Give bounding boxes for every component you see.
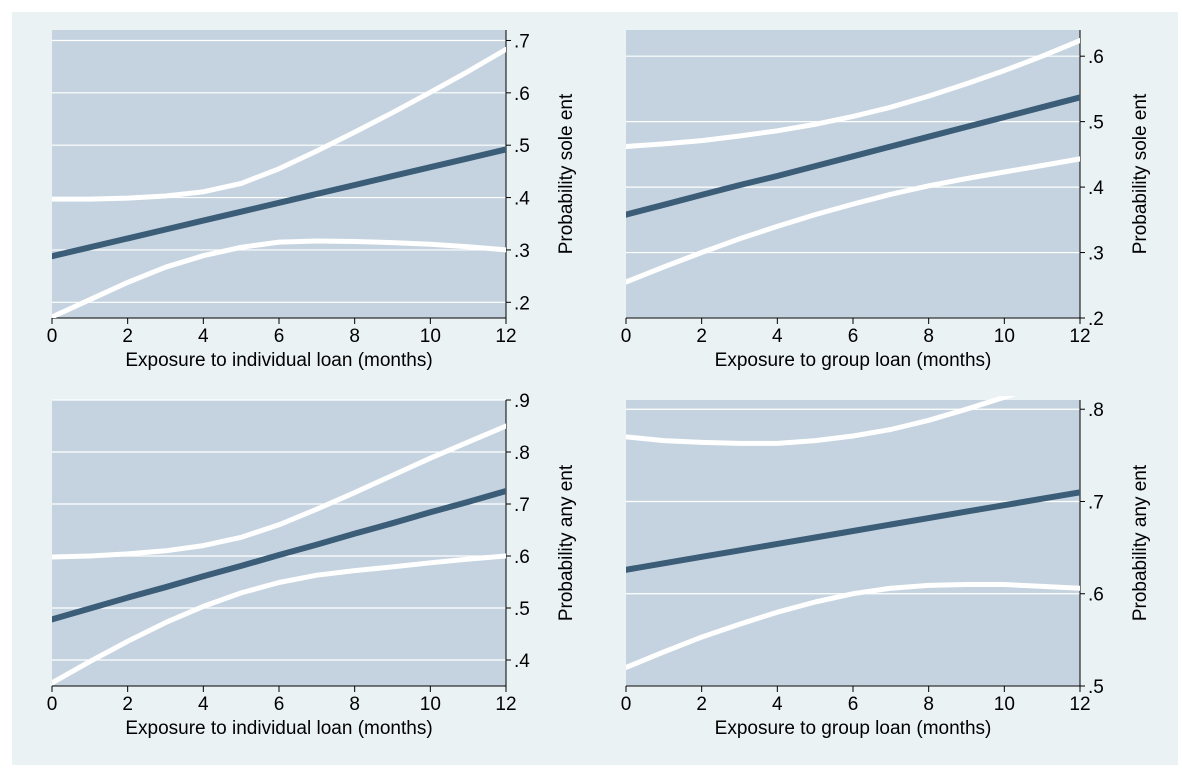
x-tick-label: 4: [198, 694, 209, 715]
y-tick-label: .6: [514, 84, 530, 105]
y-tick-label: .4: [514, 189, 530, 210]
plot-area: [52, 30, 506, 318]
y-tick-label: .7: [1088, 492, 1104, 513]
x-tick-label: 12: [1069, 694, 1090, 715]
x-tick-label: 8: [349, 326, 360, 347]
x-axis-title: Exposure to group loan (months): [715, 350, 992, 371]
x-tick-label: 0: [47, 694, 58, 715]
x-tick-label: 2: [122, 326, 133, 347]
panel-4: .5 .6 .7 .8 0 2 4 6 8 10 12 Exposure to group loan …: [621, 396, 1151, 739]
x-tick-label: 8: [923, 326, 934, 347]
x-tick-label: 12: [495, 326, 516, 347]
x-tick-label: 0: [621, 694, 632, 715]
x-tick-label: 4: [772, 326, 783, 347]
y-tick-label: .8: [1088, 400, 1104, 421]
fitted-line: [52, 146, 506, 260]
y-tick-label: .6: [514, 547, 530, 568]
x-tick-label: 8: [349, 694, 360, 715]
y-tick-label: .4: [514, 651, 530, 672]
x-tick-label: 6: [274, 326, 285, 347]
x-tick-label: 10: [420, 326, 441, 347]
x-axis-title: Exposure to group loan (months): [715, 718, 992, 739]
x-axis-title: Exposure to individual loan (months): [125, 718, 432, 739]
plot-area: [626, 30, 1080, 318]
plot-area: [52, 400, 506, 686]
panel-2: .2 .3 .4 .5 .6 0 2 4 6 8 10 12 Exposure to group loa…: [621, 30, 1151, 371]
y-tick-label: .2: [1088, 309, 1104, 330]
y-tick-label: .6: [1088, 47, 1104, 68]
x-tick-label: 0: [47, 326, 58, 347]
x-tick-label: 8: [923, 694, 934, 715]
x-axis-title: Exposure to individual loan (months): [125, 350, 432, 371]
y-tick-label: .5: [514, 599, 530, 620]
ci-upper-line: [626, 396, 1017, 446]
x-tick-label: 10: [994, 694, 1015, 715]
y-tick-label: .3: [514, 241, 530, 262]
y-tick-label: .5: [1088, 113, 1104, 134]
ci-upper-line: [52, 46, 506, 202]
x-tick-label: 4: [772, 694, 783, 715]
y-axis-title: Probability sole ent: [1130, 93, 1151, 254]
x-tick-label: 0: [621, 326, 632, 347]
y-tick-label: .7: [514, 495, 530, 516]
y-tick-label: .8: [514, 443, 530, 464]
ci-lower-line: [626, 156, 1080, 285]
y-axis-title: Probability any ent: [556, 464, 577, 621]
x-tick-label: 4: [198, 326, 209, 347]
x-tick-label: 2: [696, 326, 707, 347]
y-tick-label: .5: [1088, 677, 1104, 698]
panel-3: .4 .5 .6 .7 .8 .9 0 2 4 6 8 10 12 Exposure to individ…: [47, 391, 577, 739]
ci-upper-line: [626, 38, 1080, 149]
y-tick-label: .9: [514, 391, 530, 412]
ci-lower-line: [52, 553, 506, 686]
panel-1: .2 .3 .4 .5 .6 .7 0 2 4 6 8 10 12 Exposure to individ…: [47, 30, 577, 371]
x-tick-label: 12: [495, 694, 516, 715]
fitted-line: [626, 489, 1080, 573]
x-tick-label: 10: [994, 326, 1015, 347]
ci-lower-line: [626, 582, 1080, 670]
y-tick-label: .7: [514, 31, 530, 52]
x-tick-label: 6: [848, 694, 859, 715]
x-tick-label: 6: [848, 326, 859, 347]
x-tick-label: 6: [274, 694, 285, 715]
ci-lower-line: [52, 238, 506, 318]
ci-upper-line: [52, 423, 506, 560]
y-axis-title: Probability any ent: [1130, 464, 1151, 621]
fitted-line: [626, 94, 1080, 218]
y-tick-label: .4: [1088, 178, 1104, 199]
x-tick-label: 2: [122, 694, 133, 715]
x-tick-label: 10: [420, 694, 441, 715]
y-tick-label: .5: [514, 136, 530, 157]
fitted-line: [52, 488, 506, 623]
y-tick-label: .6: [1088, 585, 1104, 606]
x-tick-label: 12: [1069, 326, 1090, 347]
y-tick-label: .3: [1088, 244, 1104, 265]
y-tick-label: .2: [514, 293, 530, 314]
x-tick-label: 2: [696, 694, 707, 715]
y-axis-title: Probability sole ent: [556, 93, 577, 254]
